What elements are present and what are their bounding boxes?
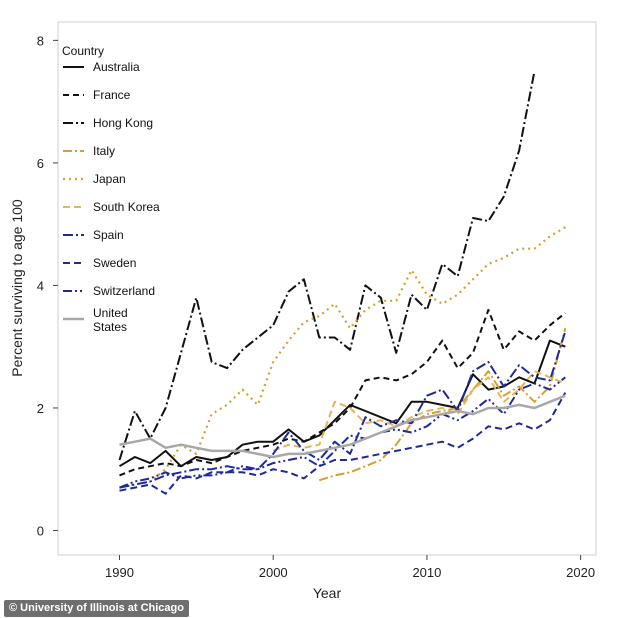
legend-label-hong-kong: Hong Kong: [93, 116, 153, 130]
legend-label-switzerland: Switzerland: [93, 284, 155, 298]
y-tick-label: 8: [37, 33, 44, 48]
series-line-united-states: [119, 394, 566, 459]
legend-label-united-states: United States: [93, 306, 128, 334]
series-line-australia: [118, 339, 566, 468]
series-line-italy: [318, 328, 567, 482]
legend: Country Australia France Hong Kong Italy Jap…: [62, 44, 160, 334]
y-axis-title: Percent surviving to age 100: [9, 199, 25, 377]
series-line-south-korea: [272, 370, 566, 452]
legend-label-spain: Spain: [93, 228, 124, 242]
series-line-switzerland: [119, 376, 566, 489]
series-line-sweden: [119, 392, 567, 495]
legend-label-australia: Australia: [93, 60, 140, 74]
series-line-france: [119, 308, 566, 477]
legend-label-japan: Japan: [93, 172, 126, 186]
x-tick-label: 1990: [105, 565, 134, 580]
y-tick-label: 6: [37, 156, 44, 171]
x-axis: 1990 2000 2010 2020: [105, 555, 595, 580]
series-lines: [118, 70, 567, 495]
image-credit: © University of Illinois at Chicago: [4, 600, 189, 617]
plot-frame: [57, 21, 597, 556]
series-line-japan: [119, 226, 566, 489]
legend-title: Country: [62, 44, 104, 58]
x-tick-label: 2010: [412, 565, 441, 580]
x-axis-title: Year: [313, 585, 342, 601]
legend-label-south-korea: South Korea: [93, 200, 160, 214]
y-tick-label: 2: [37, 401, 44, 416]
y-axis: 0 2 4 6 8: [37, 33, 58, 538]
legend-label-sweden: Sweden: [93, 256, 136, 270]
y-tick-label: 0: [37, 523, 44, 538]
series-line-spain: [119, 331, 567, 489]
legend-label-italy: Italy: [93, 144, 115, 158]
legend-label-france: France: [93, 88, 131, 102]
y-tick-label: 4: [37, 278, 44, 293]
x-tick-label: 2020: [566, 565, 595, 580]
x-tick-label: 2000: [259, 565, 288, 580]
series-line-hong-kong: [118, 70, 536, 461]
